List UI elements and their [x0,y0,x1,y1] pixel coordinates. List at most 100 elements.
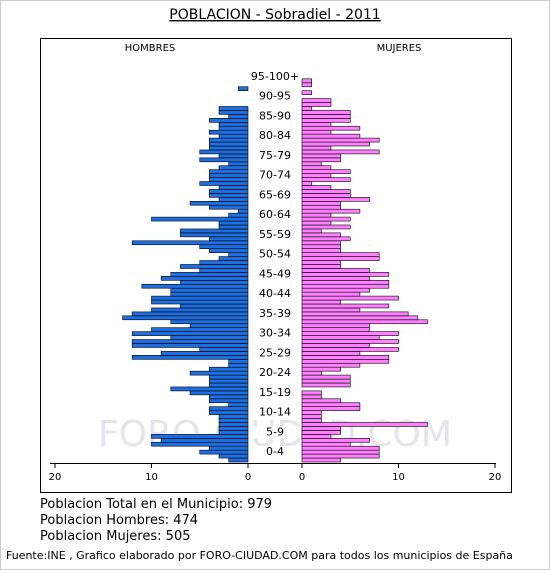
bar [301,453,380,459]
label-bg [249,406,301,419]
y-tick-label: 35-39 [259,307,291,320]
bar [199,449,249,455]
bar [301,193,351,198]
stat: Poblacion Hombres: 474 [40,513,198,528]
label-bg [249,189,301,202]
bar [238,86,249,92]
x-tick-label: 20 [489,472,502,483]
bar [122,315,249,321]
y-tick-label: 65-69 [259,188,291,201]
bar [301,232,341,238]
y-tick-label: 70-74 [259,169,291,182]
label-bg [249,209,301,222]
bar [301,287,370,293]
x-tick-label: 10 [392,472,405,483]
bar [301,181,312,186]
y-tick-label: 60-64 [259,208,291,221]
bar [301,279,390,285]
bar [301,378,351,384]
bar [170,291,249,297]
bar [189,390,249,396]
bar [301,319,428,325]
bar [301,137,380,143]
bar [218,106,249,111]
bar [301,307,361,313]
bar [199,244,249,250]
bar [301,398,341,404]
bar [301,125,361,131]
bar [218,256,249,261]
bar [301,129,332,135]
bar [301,362,361,368]
bar [199,260,249,265]
bar [301,260,341,265]
bar [228,161,249,167]
bar [301,422,428,427]
label-bg [249,130,301,143]
bar [218,165,249,171]
label-bg [249,248,301,261]
y-tick-label: 15-19 [259,386,291,399]
bar [151,216,249,222]
bar [151,307,249,313]
bar [170,386,249,392]
bar [209,406,249,411]
label-bg [249,228,301,241]
bar [301,430,341,435]
label-bg [249,426,301,439]
bar [209,189,249,194]
bar [301,185,332,190]
bar [218,414,249,419]
bar [209,137,249,143]
bar [301,358,390,364]
bar [209,169,249,174]
bar [209,173,249,178]
label-bg [249,446,301,459]
bar [209,204,249,210]
y-tick-label: 45-49 [259,267,291,280]
y-tick-label: 75-79 [259,149,291,162]
bar [141,283,249,289]
bar [199,181,249,186]
bar [301,212,332,218]
bar [301,204,341,210]
label-bg [249,386,301,399]
bar [218,422,249,427]
bar [301,228,322,234]
bar [301,441,351,447]
bar [301,240,341,246]
bar [209,129,249,135]
bar [301,197,370,202]
stat-value: 474 [173,513,198,528]
bar [151,295,249,301]
stat: Poblacion Total en el Municipio: 979 [40,497,272,512]
bar [301,216,351,222]
bar [151,441,249,447]
bar [209,410,249,415]
bar [218,430,249,435]
bar [209,141,249,147]
bar [218,418,249,423]
bar [301,272,390,277]
bar [301,110,351,115]
bar [301,220,332,226]
bar [228,114,249,119]
bar [301,323,370,329]
bar [301,208,361,214]
bar [301,291,361,297]
y-tick-label: 55-59 [259,228,291,241]
bar [189,370,249,376]
bar [209,193,249,198]
bar [228,457,249,463]
y-tick-label: 85-90 [259,109,291,122]
stat-value: 505 [166,529,191,544]
bar [301,370,322,376]
bar [131,355,249,360]
bar [301,311,409,317]
bar [301,434,332,439]
bar [301,418,322,423]
bar [301,133,361,139]
bar [301,102,332,107]
bar [301,366,341,372]
bar [301,374,351,380]
